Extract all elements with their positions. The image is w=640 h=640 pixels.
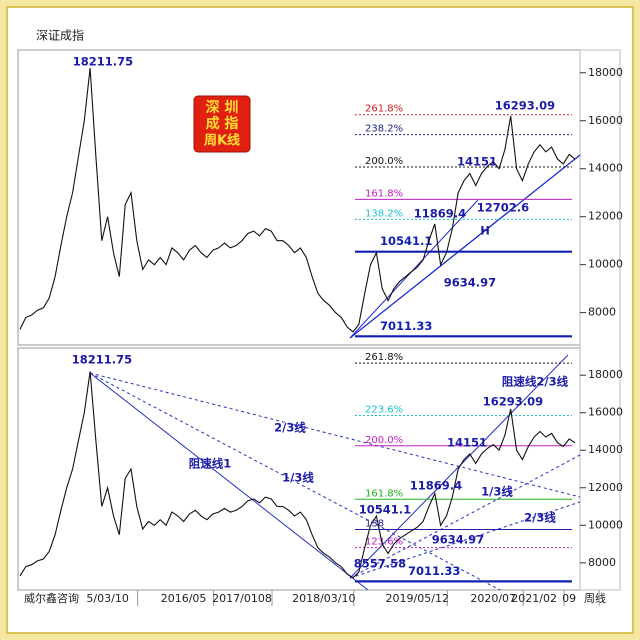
x-tick-label: 2021/02 (511, 592, 557, 605)
level-label: 7011.33 (408, 564, 460, 578)
y-tick-label: 16000 (588, 114, 623, 127)
y-tick-label: 8000 (588, 306, 616, 319)
period: 周线 (584, 591, 606, 605)
level-label: 261.8% (365, 352, 403, 363)
annotation: 2/3线 (274, 421, 306, 435)
x-tick-label: 2017/0108 (212, 592, 272, 605)
panel (17, 49, 581, 346)
level-label: 161.8% (365, 488, 403, 499)
level-label: 10541.1 (380, 234, 432, 248)
x-tick-label: 09 (562, 592, 576, 605)
annotation: 16293.09 (483, 395, 543, 409)
annotation: 9634.97 (432, 533, 484, 547)
y-tick-label: 14000 (588, 162, 623, 175)
x-tick-label: 2018/03/10 (292, 592, 355, 605)
x-tick-label: 5/03/10 (86, 592, 128, 605)
speed-line (89, 372, 369, 591)
annotation: 2/3线 (524, 511, 556, 525)
level-label: 261.8% (365, 104, 403, 115)
annotation: 12702.6 (477, 201, 529, 215)
level-label: 138 (365, 519, 384, 530)
price-line (19, 67, 576, 333)
level-label: 238.2% (365, 124, 403, 135)
annotation: 阻速线2/3线 (502, 375, 569, 389)
annotation: 14151 (447, 436, 487, 450)
annotation: 阻速线1 (189, 457, 232, 471)
level-label: 200.0% (365, 435, 403, 446)
level-label: 7011.33 (380, 319, 432, 333)
annotation: 10541.1 (359, 503, 411, 517)
badge-text: 深 圳 (206, 99, 239, 116)
level-label: 223.6% (365, 405, 403, 416)
level-label: 200.0% (365, 156, 403, 167)
level-label: 161.8% (365, 188, 403, 199)
annotation: 11869.4 (414, 207, 466, 221)
trend-line (349, 154, 581, 339)
speed-line (349, 501, 581, 579)
level-label: 138.2% (365, 208, 403, 219)
annotation: 1/3线 (481, 485, 513, 499)
badge: 深 圳 成 指 周K线 (193, 95, 251, 153)
y-tick-label: 12000 (588, 481, 623, 494)
y-tick-label: 8000 (588, 556, 616, 569)
y-tick-label: 14000 (588, 443, 623, 456)
speed-line (349, 454, 581, 579)
x-tick-label: 2016/05 (161, 592, 207, 605)
annotation: 8557.58 (354, 557, 406, 571)
trend-line (349, 199, 479, 339)
axis-area (579, 49, 621, 591)
y-tick-label: 18000 (588, 368, 623, 381)
price-line (19, 371, 576, 579)
panel (17, 347, 581, 591)
y-tick-label: 16000 (588, 406, 623, 419)
chart-title: 深证成指 (36, 28, 84, 43)
speed-line (349, 354, 569, 579)
annotation: 1/3线 (282, 471, 314, 485)
level-label: 123.6% (365, 537, 403, 548)
annotation: 16293.09 (495, 99, 555, 113)
speed-line (89, 372, 581, 498)
badge-text: 周K线 (204, 133, 240, 149)
y-tick-label: 10000 (588, 258, 623, 271)
annotation: 18211.75 (72, 353, 132, 367)
x-tick-label: 2019/05/12 (386, 592, 449, 605)
speed-line (89, 372, 501, 591)
badge-text: 成 指 (206, 115, 239, 132)
annotation: 9634.97 (444, 276, 496, 290)
annotation: 14151 (457, 155, 497, 169)
y-tick-label: 10000 (588, 518, 623, 531)
annotation: H (480, 224, 490, 238)
badge-box (193, 95, 251, 153)
y-tick-label: 12000 (588, 210, 623, 223)
source: 威尔鑫咨询 (24, 591, 79, 605)
annotation: 18211.75 (73, 55, 133, 69)
x-tick-label: 2020/07 (470, 592, 516, 605)
annotation: 11869.4 (410, 479, 462, 493)
y-tick-label: 18000 (588, 66, 623, 79)
